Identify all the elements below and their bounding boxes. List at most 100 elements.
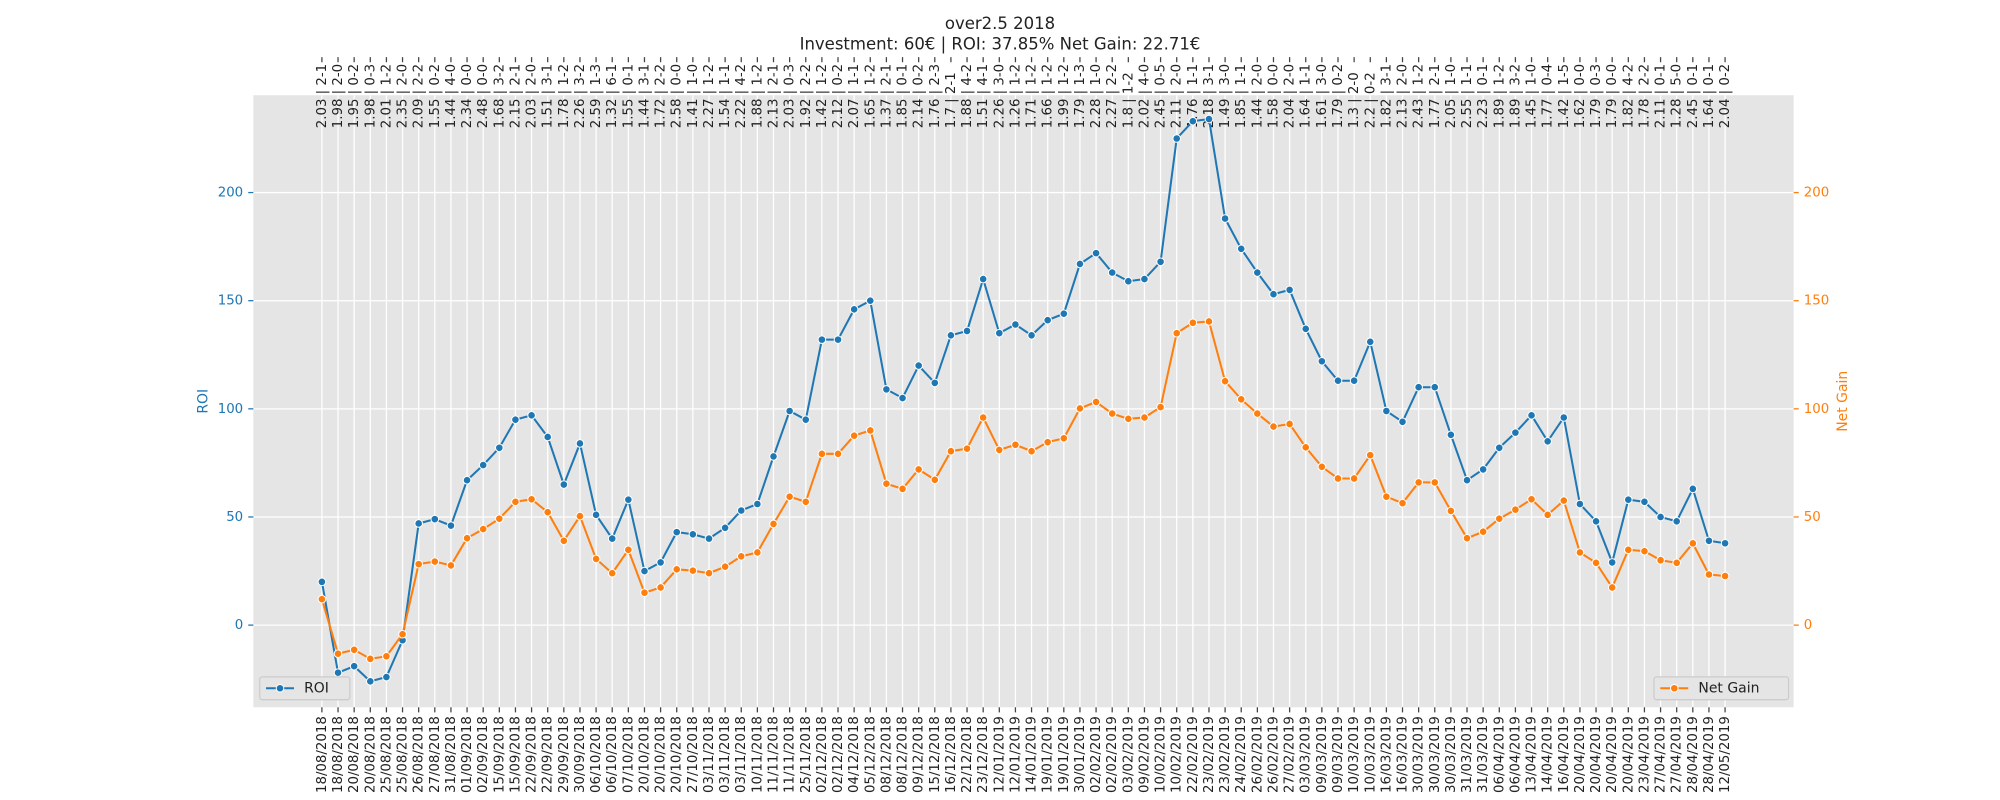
x-tick-label: 18/08/2018	[331, 716, 346, 793]
x2-tick-label: 2.03 | 2-0	[525, 64, 540, 128]
data-point	[1253, 268, 1262, 277]
data-point	[1269, 422, 1278, 431]
x2-tick-label: 1.95 | 0-2	[347, 64, 362, 128]
x2-tick-label: 2.12 | 0-2	[831, 64, 846, 128]
data-point	[1091, 397, 1101, 407]
data-point	[898, 393, 907, 403]
data-point	[962, 444, 972, 453]
legend-marker	[275, 683, 285, 693]
x2-tick-label: 2.28 | 1-0	[1089, 64, 1104, 128]
x-tick-label: 26/02/2019	[1250, 716, 1265, 793]
x-tick-label: 26/08/2018	[412, 716, 427, 793]
data-point	[1527, 494, 1536, 504]
data-point	[1059, 433, 1069, 443]
x2-tick-label: 2.45 | 0-1	[1686, 64, 1701, 128]
data-point	[1575, 499, 1585, 509]
data-point	[656, 558, 665, 567]
legend-marker	[1669, 683, 1679, 693]
data-point	[736, 506, 746, 515]
x-tick-label: 31/03/2019	[1476, 716, 1491, 793]
data-point	[398, 629, 407, 639]
data-point	[478, 460, 488, 470]
x2-tick-label: 1.72 | 2-2	[654, 64, 669, 128]
x-tick-label: 27/08/2018	[428, 716, 443, 793]
x-tick-label: 16/12/2018	[944, 716, 959, 793]
data-point	[1188, 318, 1198, 328]
x2-tick-label: 1.8 | 1-2	[1121, 72, 1136, 128]
data-point	[1349, 474, 1359, 483]
data-point	[978, 413, 988, 422]
x-tick-label: 20/04/2019	[1573, 716, 1588, 793]
data-point	[1269, 289, 1278, 299]
x-tick-label: 12/01/2019	[1008, 716, 1023, 793]
data-point	[1188, 116, 1198, 126]
x-tick-label: 14/04/2019	[1541, 716, 1556, 793]
x-tick-label: 03/11/2018	[718, 716, 733, 793]
x-tick-label: 10/02/2019	[1154, 716, 1169, 793]
x2-tick-label: 1.71 | 1-2	[1025, 64, 1040, 128]
data-point	[753, 499, 762, 509]
data-point	[688, 529, 698, 539]
x-tick-label: 22/09/2018	[525, 716, 540, 793]
data-point	[1333, 474, 1343, 483]
data-point	[801, 415, 811, 424]
data-point	[1124, 276, 1133, 286]
x2-tick-label: 2.04 | 2-0	[1283, 64, 1298, 128]
x2-tick-label: 2.2 | 0-2	[1363, 72, 1378, 128]
data-point	[1543, 510, 1552, 520]
x2-tick-label: 1.44 | 2-0	[1250, 64, 1265, 128]
data-point	[1285, 419, 1294, 429]
x-tick-label: 23/02/2019	[1218, 716, 1233, 793]
x-tick-label: 07/10/2018	[621, 716, 636, 793]
x-tick-label: 15/09/2018	[492, 716, 507, 793]
data-point	[1623, 495, 1633, 504]
data-point	[1156, 402, 1165, 412]
x-tick-label: 16/03/2019	[1379, 716, 1394, 793]
x-tick-label: 04/12/2018	[847, 716, 862, 793]
x2-tick-label: 1.89 | 1-2	[1492, 64, 1507, 128]
x-tick-label: 14/01/2019	[1025, 716, 1040, 793]
data-point	[430, 514, 440, 524]
y2-tick-label: 150	[1804, 294, 1829, 309]
data-point	[1365, 450, 1375, 460]
data-point	[1446, 430, 1456, 440]
data-point	[607, 568, 617, 578]
data-point	[1494, 443, 1504, 453]
data-point	[462, 533, 472, 543]
x2-tick-label: 2.45 | 0-5	[1154, 64, 1169, 128]
x-tick-label: 20/10/2018	[637, 716, 652, 793]
x2-tick-label: 1.66 | 1-2	[1041, 64, 1056, 128]
x-tick-label: 26/02/2019	[1266, 716, 1281, 793]
x-tick-label: 06/04/2019	[1492, 716, 1507, 793]
data-point	[349, 645, 359, 655]
data-point	[317, 594, 327, 604]
x2-tick-label: 1.77 | 2-1	[1428, 64, 1443, 128]
x2-tick-label: 1.32 | 6-1	[605, 64, 620, 128]
x-tick-label: 06/04/2019	[1508, 716, 1523, 793]
data-point	[930, 475, 940, 485]
data-point	[1398, 417, 1407, 427]
x2-tick-label: 1.54 | 1-1	[718, 64, 733, 128]
data-point	[1172, 134, 1182, 143]
x-tick-label: 27/02/2019	[1283, 716, 1298, 793]
x2-tick-label: 2.48 | 0-0	[476, 64, 491, 128]
y2-tick-label: 100	[1804, 402, 1829, 417]
data-point	[769, 452, 778, 461]
data-point	[527, 411, 536, 420]
x-tick-label: 23/02/2019	[1202, 716, 1217, 793]
x2-tick-label: 1.76 | 1-1	[1186, 64, 1201, 128]
x-tick-label: 08/12/2018	[879, 716, 894, 793]
data-point	[543, 432, 553, 442]
x2-tick-label: 1.98 | 0-3	[363, 64, 378, 128]
data-point	[1414, 478, 1423, 487]
x-tick-label: 16/03/2019	[1396, 716, 1411, 793]
data-point	[1301, 324, 1311, 334]
x-tick-label: 03/11/2018	[734, 716, 749, 793]
data-point	[1220, 214, 1230, 223]
data-point	[559, 480, 569, 489]
x2-tick-label: 1.88 | 1-2	[750, 64, 765, 128]
data-point	[1059, 309, 1069, 318]
x2-tick-label: 1.65 | 1-2	[863, 64, 878, 128]
data-point	[1027, 330, 1036, 340]
x-tick-label: 02/12/2018	[831, 716, 846, 793]
